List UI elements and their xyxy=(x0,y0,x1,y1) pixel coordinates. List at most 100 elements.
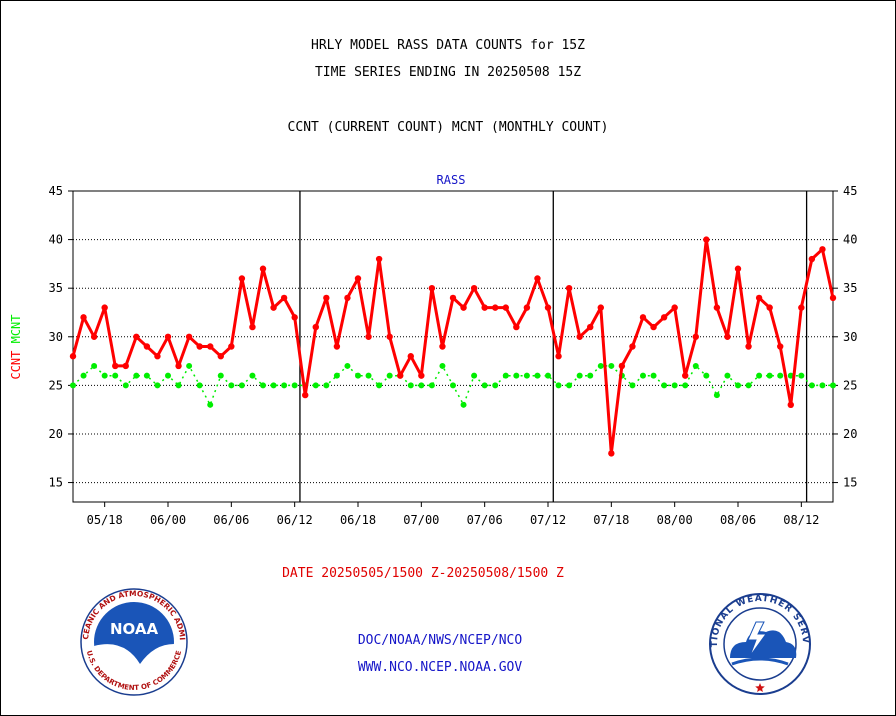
point-mcnt-27 xyxy=(355,372,361,379)
point-mcnt-6 xyxy=(133,372,140,379)
header-line-3: CCNT (CURRENT COUNT) MCNT (MONTHLY COUNT… xyxy=(287,120,609,135)
point-mcnt-11 xyxy=(186,362,193,369)
point-ccnt-7 xyxy=(143,343,151,350)
point-mcnt-45 xyxy=(545,372,551,379)
point-ccnt-54 xyxy=(639,314,647,321)
point-ccnt-44 xyxy=(534,275,541,282)
point-ccnt-38 xyxy=(470,284,478,292)
point-mcnt-48 xyxy=(576,372,583,379)
point-ccnt-51 xyxy=(608,450,615,457)
point-ccnt-40 xyxy=(492,304,499,311)
point-mcnt-62 xyxy=(724,372,731,379)
point-mcnt-7 xyxy=(143,372,150,379)
point-ccnt-5 xyxy=(122,362,129,370)
point-mcnt-58 xyxy=(682,382,689,389)
point-ccnt-52 xyxy=(618,362,626,370)
nws-wind-icon xyxy=(731,657,789,666)
point-ccnt-42 xyxy=(513,323,520,331)
point-ccnt-8 xyxy=(154,353,161,360)
point-ccnt-12 xyxy=(196,343,203,350)
point-ccnt-35 xyxy=(439,343,446,350)
point-ccnt-43 xyxy=(523,304,531,311)
point-ccnt-37 xyxy=(460,304,467,311)
point-ccnt-41 xyxy=(502,304,509,311)
point-ccnt-3 xyxy=(101,304,108,311)
point-mcnt-44 xyxy=(534,372,541,379)
point-mcnt-21 xyxy=(291,382,298,389)
point-ccnt-24 xyxy=(323,294,330,302)
y-tick-label-left-25: 25 xyxy=(49,378,63,392)
y-axis-label-ccnt: CCNT xyxy=(9,343,23,379)
y-tick-label-right-15: 15 xyxy=(843,476,857,490)
point-ccnt-45 xyxy=(544,304,552,311)
point-ccnt-72 xyxy=(829,294,837,302)
website-label: WWW.NCO.NCEP.NOAA.GOV xyxy=(357,660,523,675)
noaa-wordmark: NOAA xyxy=(110,620,159,638)
point-mcnt-42 xyxy=(513,372,520,379)
point-mcnt-12 xyxy=(196,382,203,389)
point-mcnt-29 xyxy=(376,382,383,389)
point-mcnt-60 xyxy=(703,372,710,379)
point-ccnt-30 xyxy=(386,333,393,340)
point-ccnt-9 xyxy=(164,333,172,340)
series-line-ccnt xyxy=(71,238,835,455)
point-mcnt-8 xyxy=(154,382,161,389)
point-ccnt-53 xyxy=(629,343,636,350)
axes: 15 15 20 20 25 25 30 30 35 35 40 40 45 45 05/18 06/00 06… xyxy=(9,173,857,527)
point-mcnt-5 xyxy=(122,382,129,389)
point-ccnt-2 xyxy=(90,333,98,340)
x-tick-label-9: 08/00 xyxy=(657,513,693,527)
point-ccnt-29 xyxy=(375,255,383,263)
point-ccnt-34 xyxy=(428,284,436,292)
point-ccnt-63 xyxy=(734,265,742,272)
nws-ring-text: NATIONAL WEATHER SERVICE xyxy=(0,0,809,647)
y-tick-label-right-30: 30 xyxy=(843,330,857,344)
point-mcnt-9 xyxy=(165,372,171,379)
y-tick-label-left-35: 35 xyxy=(49,281,63,295)
header-line-1: HRLY MODEL RASS DATA COUNTS for 15Z xyxy=(311,38,585,53)
point-mcnt-25 xyxy=(333,372,340,379)
x-tick-label-5: 07/00 xyxy=(403,513,439,527)
point-mcnt-72 xyxy=(830,382,836,389)
point-mcnt-34 xyxy=(428,382,435,389)
point-ccnt-71 xyxy=(819,246,826,253)
point-mcnt-10 xyxy=(175,382,182,389)
point-ccnt-59 xyxy=(692,333,699,340)
point-mcnt-0 xyxy=(70,382,76,389)
point-ccnt-57 xyxy=(671,304,678,311)
x-tick-label-6: 07/06 xyxy=(467,513,503,527)
x-tick-label-11: 08/12 xyxy=(783,513,819,527)
point-mcnt-38 xyxy=(471,372,478,379)
point-ccnt-56 xyxy=(660,314,668,321)
point-mcnt-16 xyxy=(238,382,245,389)
point-ccnt-68 xyxy=(787,401,794,409)
point-mcnt-36 xyxy=(450,382,456,389)
point-mcnt-2 xyxy=(91,362,98,369)
point-mcnt-18 xyxy=(260,382,266,389)
org-path-label: DOC/NOAA/NWS/NCEP/NCO xyxy=(357,633,523,648)
point-mcnt-66 xyxy=(766,372,773,379)
point-ccnt-6 xyxy=(133,333,140,340)
x-tick-label-4: 06/18 xyxy=(340,513,376,527)
point-mcnt-20 xyxy=(281,382,288,389)
point-mcnt-59 xyxy=(692,362,699,369)
point-ccnt-17 xyxy=(249,323,256,331)
point-mcnt-1 xyxy=(80,372,87,379)
point-mcnt-30 xyxy=(386,372,393,379)
point-ccnt-13 xyxy=(207,343,214,350)
point-mcnt-71 xyxy=(819,382,826,389)
point-mcnt-17 xyxy=(249,372,256,379)
point-mcnt-24 xyxy=(323,382,330,389)
y-tick-label-left-40: 40 xyxy=(49,233,63,247)
point-ccnt-32 xyxy=(407,353,414,360)
point-ccnt-60 xyxy=(703,236,710,243)
x-tick-label-10: 08/06 xyxy=(720,513,756,527)
y-tick-label-left-45: 45 xyxy=(49,184,63,198)
point-mcnt-14 xyxy=(217,372,224,379)
point-ccnt-27 xyxy=(354,275,362,282)
y-tick-label-right-35: 35 xyxy=(843,281,857,295)
point-ccnt-61 xyxy=(713,304,721,311)
y-tick-label-right-20: 20 xyxy=(843,427,857,441)
point-mcnt-54 xyxy=(640,372,646,379)
